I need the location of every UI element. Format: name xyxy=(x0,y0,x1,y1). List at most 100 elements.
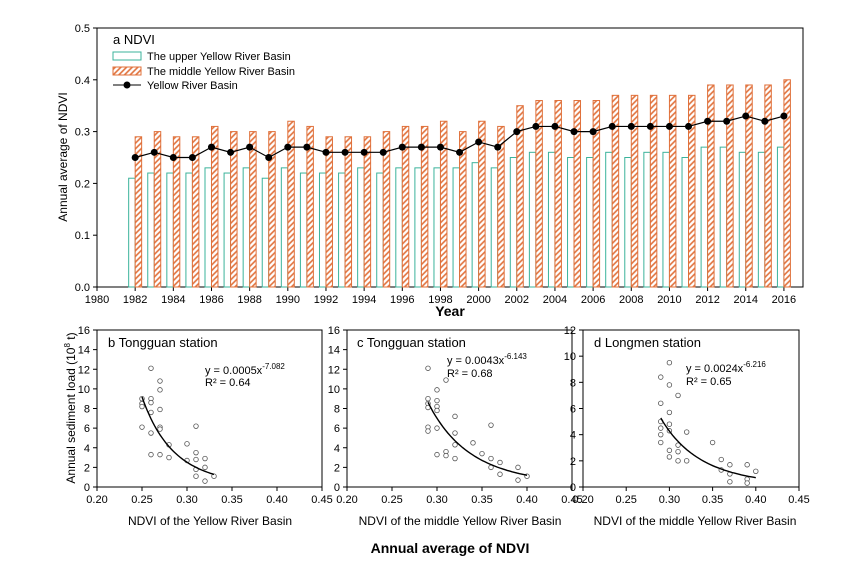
scatter-point-c xyxy=(515,477,521,483)
bar-upper xyxy=(147,172,155,288)
legend-label-upper: The upper Yellow River Basin xyxy=(147,51,291,63)
bar-middle xyxy=(268,131,276,288)
scatter-point-b xyxy=(193,423,199,429)
panel-a-label: a NDVI xyxy=(113,32,155,47)
bar-middle xyxy=(478,120,486,288)
scatter-point-d xyxy=(675,448,681,455)
x-tick-label-a: 1982 xyxy=(123,294,147,306)
x-tick-label-d: 0.30 xyxy=(659,494,680,506)
x-tick-label-c: 0.35 xyxy=(471,494,492,506)
panel-d-label: d Longmen station xyxy=(594,335,701,350)
scatter-point-d xyxy=(718,456,724,463)
x-tick-label-d: 0.20 xyxy=(572,494,593,506)
bar-upper xyxy=(185,172,193,288)
y-tick-label-b: 4 xyxy=(84,443,90,455)
bar-middle xyxy=(497,125,505,288)
panel-a-ylabel: Annual average of NDVI xyxy=(56,92,70,221)
panel-b-equation: y = 0.0005x-7.082 xyxy=(205,362,285,377)
x-tick-label-c: 0.30 xyxy=(426,494,447,506)
scatter-point-d xyxy=(666,447,673,454)
point-basin xyxy=(246,143,254,151)
point-basin xyxy=(303,143,311,151)
scatter-point-d xyxy=(727,462,733,468)
y-tick-label-b: 14 xyxy=(78,345,90,357)
x-tick-label-d: 0.40 xyxy=(745,494,766,506)
scatter-point-b xyxy=(148,365,154,371)
bar-upper xyxy=(166,172,174,288)
point-basin xyxy=(169,154,177,161)
scatter-point-c xyxy=(425,395,431,402)
bar-middle xyxy=(535,100,543,288)
y-tick-label-a: 0.1 xyxy=(75,230,90,242)
scatter-point-d xyxy=(666,382,673,388)
bar-middle xyxy=(611,94,620,288)
scatter-point-c xyxy=(515,464,521,471)
scatter-point-d xyxy=(727,479,733,485)
bar-middle xyxy=(783,79,791,288)
bar-upper xyxy=(223,172,232,288)
scatter-point-d xyxy=(709,439,716,446)
bar-middle xyxy=(210,125,219,288)
bar-upper xyxy=(395,167,403,288)
y-tick-label-b: 10 xyxy=(78,384,90,396)
x-tick-label-a: 1984 xyxy=(161,294,185,306)
scatter-point-b xyxy=(193,449,199,456)
scatter-point-b xyxy=(193,456,199,463)
panel-d: 0 2 4 6 8 10 12 0.20 0.25 0.30 0.35 0.40 0.45 d Long… xyxy=(564,325,810,528)
bar-upper xyxy=(318,172,327,288)
scatter-point-b xyxy=(139,403,145,410)
scatter-point-d xyxy=(753,468,759,474)
point-basin xyxy=(379,148,387,156)
y-tick-label-d: 8 xyxy=(570,377,576,389)
point-basin xyxy=(456,148,464,156)
bar-upper xyxy=(452,167,461,288)
bar-middle xyxy=(249,131,257,288)
x-tick-label-b: 0.40 xyxy=(266,494,287,506)
y-tick-label-c: 16 xyxy=(328,325,340,337)
scatter-point-c xyxy=(452,442,458,448)
panel-c-frame xyxy=(346,329,573,488)
scatter-point-b xyxy=(157,426,163,432)
scatter-point-d xyxy=(666,360,673,366)
point-basin xyxy=(551,122,559,130)
x-tick-label-a: 1986 xyxy=(199,294,223,306)
point-basin xyxy=(646,122,654,130)
bar-middle xyxy=(745,84,753,288)
y-tick-label-a: 0.4 xyxy=(75,75,90,87)
y-tick-label-c: 6 xyxy=(334,423,340,435)
bar-middle xyxy=(287,120,295,288)
bar-upper xyxy=(433,167,441,288)
scatter-point-c xyxy=(434,451,440,458)
y-tick-label-a: 0.0 xyxy=(75,282,90,294)
fit-curve-b xyxy=(141,396,215,476)
scatter-point-d xyxy=(675,442,681,448)
x-tick-label-c: 0.20 xyxy=(336,494,357,506)
bar-upper xyxy=(280,167,289,288)
x-tick-label-a: 2016 xyxy=(772,294,796,306)
point-basin xyxy=(207,143,215,151)
bar-middle xyxy=(172,136,181,288)
scatter-point-d xyxy=(658,425,664,431)
y-tick-label-c: 4 xyxy=(334,443,340,455)
scatter-point-b xyxy=(202,455,208,462)
scatter-point-c xyxy=(434,407,440,414)
bar-upper xyxy=(719,146,728,288)
bar-upper xyxy=(242,167,251,288)
x-tick-label-b: 0.35 xyxy=(221,494,242,506)
x-tick-label-b: 0.45 xyxy=(311,494,332,506)
y-tick-label-a: 0.3 xyxy=(75,127,90,139)
scatter-point-b xyxy=(202,478,208,484)
scatter-point-d xyxy=(658,439,664,446)
bar-middle xyxy=(516,105,524,288)
bar-middle xyxy=(382,131,391,288)
fit-curve-c xyxy=(427,401,528,476)
panel-b-xlabel: NDVI of the Yellow River Basin xyxy=(128,514,292,528)
panel-b: 0 2 4 6 8 10 12 14 16 0.20 0.25 0.30 0.35 0.40 0.45 b … xyxy=(63,325,333,528)
scatter-point-c xyxy=(452,413,458,420)
y-tick-label-d: 2 xyxy=(570,456,576,468)
y-tick-label-d: 10 xyxy=(564,351,576,363)
bar-upper xyxy=(376,172,384,288)
bar-middle xyxy=(649,94,658,288)
scatter-point-c xyxy=(425,365,431,371)
